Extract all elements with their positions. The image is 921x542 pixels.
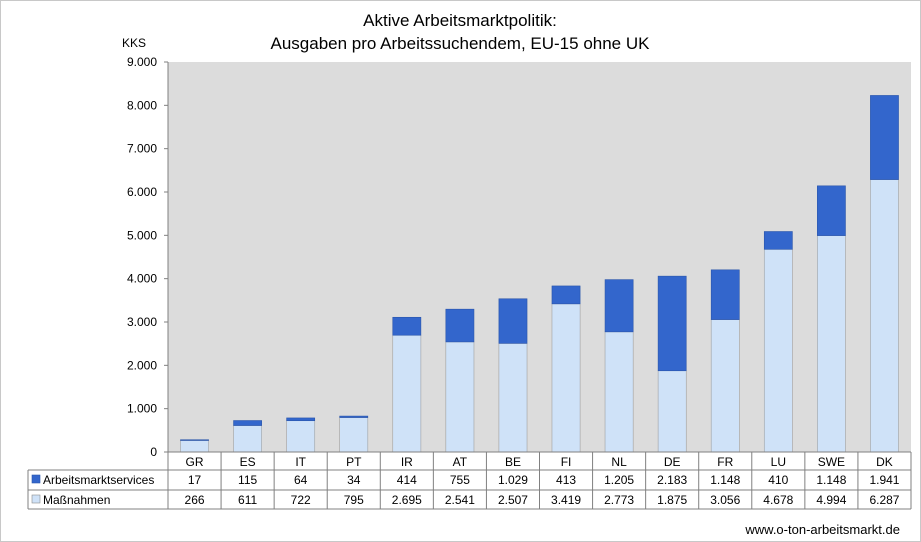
bar-arbeitsmarktservices-be	[498, 298, 528, 344]
y-tick-label: 5.000	[127, 228, 157, 242]
x-tick-label: LU	[771, 455, 786, 469]
chart-title: Aktive Arbeitsmarktpolitik:	[363, 11, 557, 30]
data-label: 2.183	[657, 473, 687, 487]
y-tick-label: 0	[150, 445, 157, 459]
legend-label: Maßnahmen	[43, 493, 110, 507]
legend-swatch	[31, 494, 41, 504]
data-label: 115	[238, 473, 257, 487]
bars	[180, 95, 899, 453]
data-label: 413	[556, 473, 576, 487]
y-tick-label: 6.000	[127, 185, 157, 199]
data-label: 722	[291, 493, 311, 507]
x-tick-label: IT	[295, 455, 306, 469]
data-label: 34	[347, 473, 361, 487]
data-table: GR ES IT PT IR AT BE FI NL DE FR LU SWE DK Arbeitsmark…	[27, 451, 912, 510]
data-label: 266	[185, 493, 205, 507]
data-label: 4.994	[816, 493, 846, 507]
plot-area	[168, 62, 911, 452]
bar-arbeitsmarktservices-it	[286, 417, 316, 422]
x-tick-label: BE	[505, 455, 521, 469]
legend-swatch	[31, 474, 41, 484]
bar-arbeitsmarktservices-fi	[551, 285, 581, 305]
y-tick-label: 2.000	[127, 358, 157, 372]
bar-arbeitsmarktservices-dk	[870, 95, 899, 180]
bar-arbeitsmarktservices-gr	[180, 439, 209, 441]
data-label: 1.941	[869, 473, 899, 487]
data-label: 2.695	[392, 493, 422, 507]
data-label: 2.773	[604, 493, 634, 507]
x-tick-label: AT	[453, 455, 468, 469]
bar-arbeitsmarktservices-ir	[392, 316, 422, 336]
data-label: 1.148	[710, 473, 740, 487]
bar-massnahmen-swe	[817, 235, 846, 453]
bar-massnahmen-gr	[180, 440, 209, 453]
x-tick-label: NL	[611, 455, 627, 469]
x-tick-label: FR	[717, 455, 733, 469]
x-tick-label: DK	[876, 455, 893, 469]
bar-arbeitsmarktservices-es	[233, 420, 262, 426]
bar-massnahmen-ir	[392, 334, 422, 453]
bar-arbeitsmarktservices-at	[445, 308, 475, 343]
data-label: 2.507	[498, 493, 528, 507]
bar-massnahmen-es	[233, 425, 262, 453]
bar-massnahmen-dk	[870, 179, 899, 453]
y-tick-label: 4.000	[127, 272, 157, 286]
data-label: 1.875	[657, 493, 687, 507]
data-label: 1.205	[604, 473, 634, 487]
bar-massnahmen-fi	[551, 303, 581, 453]
footer-url[interactable]: www.o-ton-arbeitsmarkt.de	[744, 522, 900, 537]
data-label: 17	[188, 473, 202, 487]
data-label: 611	[238, 493, 257, 507]
data-label: 414	[397, 473, 417, 487]
bar-massnahmen-at	[445, 341, 475, 453]
y-axis-unit-label: KKS	[122, 36, 146, 50]
data-label: 2.541	[445, 493, 475, 507]
data-label: 795	[344, 493, 364, 507]
x-tick-label: FI	[561, 455, 572, 469]
bar-arbeitsmarktservices-nl	[604, 279, 634, 333]
data-label: 755	[450, 473, 470, 487]
legend-label: Arbeitsmarktservices	[43, 473, 154, 487]
bar-massnahmen-lu	[763, 248, 793, 453]
bar-arbeitsmarktservices-lu	[763, 231, 793, 250]
bar-massnahmen-it	[286, 420, 316, 453]
bar-arbeitsmarktservices-pt	[339, 415, 369, 418]
bar-massnahmen-nl	[604, 331, 634, 453]
bar-arbeitsmarktservices-swe	[817, 185, 846, 236]
x-tick-label: SWE	[818, 455, 845, 469]
y-tick-label: 3.000	[127, 315, 157, 329]
data-label: 6.287	[869, 493, 899, 507]
data-label: 410	[768, 473, 788, 487]
data-label: 4.678	[763, 493, 793, 507]
y-axis: 0 1.000 2.000 3.000 4.000 5.000 6.000 7.000 8.00…	[127, 55, 169, 459]
x-tick-label: IR	[401, 455, 413, 469]
bar-massnahmen-be	[498, 343, 528, 453]
data-label: 3.419	[551, 493, 581, 507]
data-label: 3.056	[710, 493, 740, 507]
x-tick-label: GR	[186, 455, 204, 469]
bar-arbeitsmarktservices-fr	[710, 269, 740, 320]
bar-massnahmen-pt	[339, 417, 369, 453]
data-label: 64	[294, 473, 308, 487]
y-tick-label: 9.000	[127, 55, 157, 69]
y-tick-label: 7.000	[127, 142, 157, 156]
x-tick-label: ES	[240, 455, 256, 469]
data-label: 1.029	[498, 473, 528, 487]
x-tick-label: DE	[664, 455, 681, 469]
y-tick-label: 1.000	[127, 402, 157, 416]
x-tick-label: PT	[346, 455, 362, 469]
data-label: 1.148	[816, 473, 846, 487]
y-tick-label: 8.000	[127, 98, 157, 112]
bar-massnahmen-de	[657, 370, 687, 453]
bar-arbeitsmarktservices-de	[657, 275, 687, 372]
bar-massnahmen-fr	[710, 319, 740, 453]
chart-subtitle: Ausgaben pro Arbeitssuchendem, EU-15 ohn…	[271, 34, 651, 53]
